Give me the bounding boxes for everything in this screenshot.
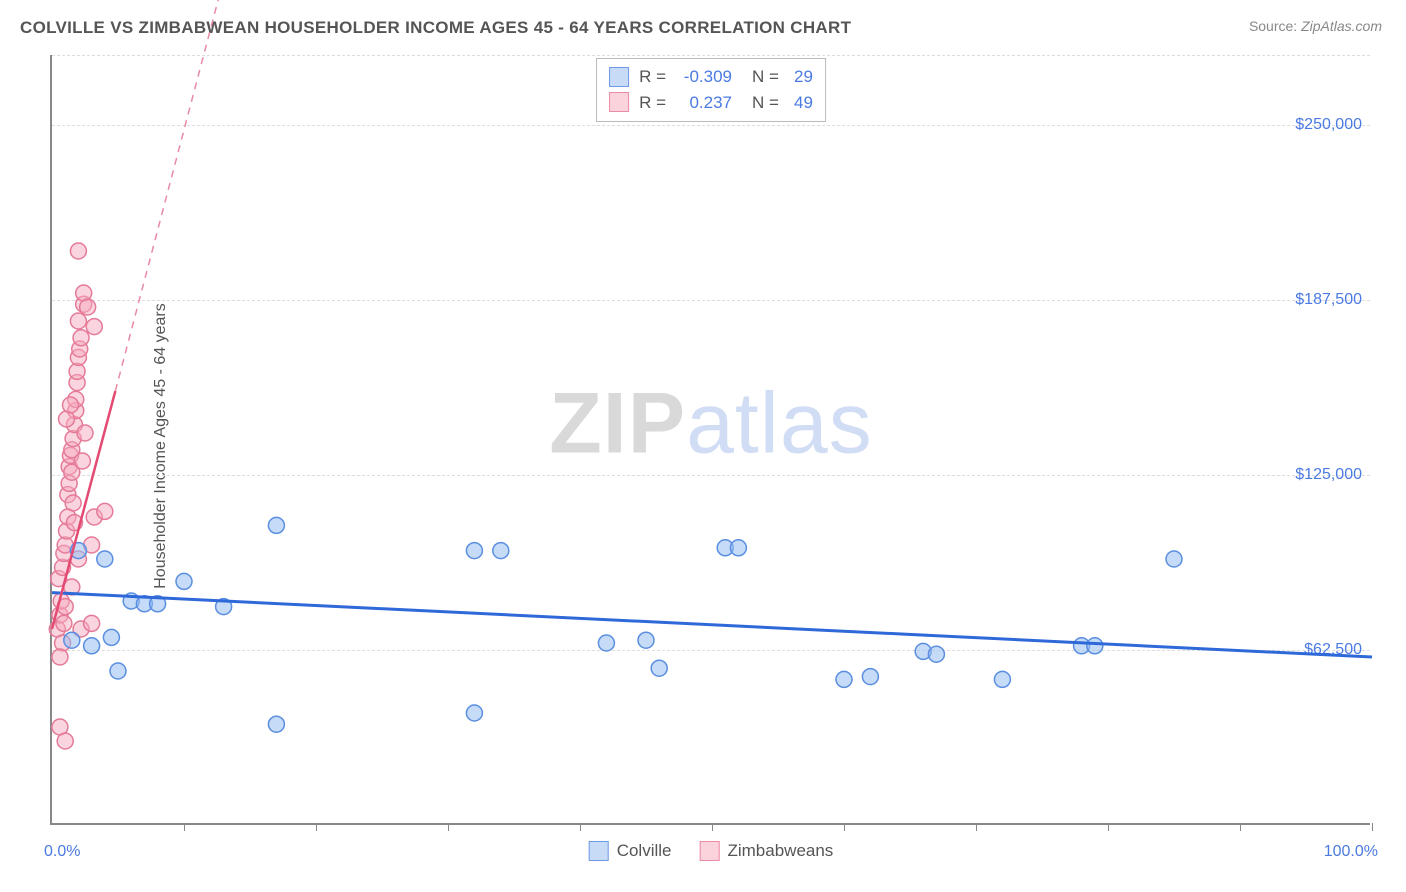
r-label-2: R = (639, 90, 666, 116)
n-value-1: 29 (789, 64, 813, 90)
x-tick (448, 823, 449, 831)
data-point (62, 397, 78, 413)
data-point (110, 663, 126, 679)
data-point (466, 705, 482, 721)
data-point (862, 669, 878, 685)
data-point (994, 671, 1010, 687)
trend-line-extension (115, 0, 236, 391)
data-point (598, 635, 614, 651)
correlation-row-2: R = 0.237 N = 49 (609, 90, 813, 116)
data-point (928, 646, 944, 662)
data-point (84, 615, 100, 631)
chart-title: COLVILLE VS ZIMBABWEAN HOUSEHOLDER INCOM… (20, 18, 851, 38)
x-tick (1108, 823, 1109, 831)
x-max-label: 100.0% (1324, 843, 1378, 861)
bottom-legend: Colville Zimbabweans (589, 841, 834, 861)
chart-container: COLVILLE VS ZIMBABWEAN HOUSEHOLDER INCOM… (0, 0, 1406, 892)
source-value: ZipAtlas.com (1301, 18, 1382, 34)
x-tick (976, 823, 977, 831)
data-point (268, 517, 284, 533)
x-tick (712, 823, 713, 831)
x-tick (1240, 823, 1241, 831)
x-tick (844, 823, 845, 831)
data-point (57, 733, 73, 749)
chart-source: Source: ZipAtlas.com (1249, 18, 1382, 34)
plot-area: ZIPatlas $62,500$125,000$187,500$250,000… (50, 55, 1370, 825)
correlation-row-1: R = -0.309 N = 29 (609, 64, 813, 90)
data-point (836, 671, 852, 687)
x-min-label: 0.0% (44, 843, 80, 861)
legend-swatch-2 (699, 841, 719, 861)
x-tick (184, 823, 185, 831)
data-point (56, 615, 72, 631)
data-point (97, 503, 113, 519)
data-point (466, 543, 482, 559)
legend-label-2: Zimbabweans (727, 841, 833, 861)
legend-item-2: Zimbabweans (699, 841, 833, 861)
r-value-2: 0.237 (676, 90, 732, 116)
data-point (1087, 638, 1103, 654)
r-value-1: -0.309 (676, 64, 732, 90)
data-point (86, 319, 102, 335)
data-point (638, 632, 654, 648)
x-tick (1372, 823, 1373, 831)
swatch-series-1 (609, 67, 629, 87)
data-point (97, 551, 113, 567)
plot-svg (52, 55, 1370, 823)
data-point (73, 330, 89, 346)
x-tick (316, 823, 317, 831)
swatch-series-2 (609, 92, 629, 112)
legend-label-1: Colville (617, 841, 672, 861)
data-point (493, 543, 509, 559)
data-point (64, 632, 80, 648)
n-value-2: 49 (789, 90, 813, 116)
source-label: Source: (1249, 18, 1297, 34)
data-point (77, 425, 93, 441)
data-point (84, 638, 100, 654)
legend-item-1: Colville (589, 841, 672, 861)
r-label-1: R = (639, 64, 666, 90)
n-label-2: N = (752, 90, 779, 116)
correlation-box: R = -0.309 N = 29 R = 0.237 N = 49 (596, 58, 826, 122)
trend-line (52, 593, 1372, 657)
data-point (52, 649, 68, 665)
data-point (103, 629, 119, 645)
data-point (268, 716, 284, 732)
data-point (65, 495, 81, 511)
data-point (651, 660, 667, 676)
data-point (80, 299, 96, 315)
data-point (176, 573, 192, 589)
n-label-1: N = (752, 64, 779, 90)
x-tick (580, 823, 581, 831)
data-point (70, 243, 86, 259)
data-point (70, 313, 86, 329)
data-point (730, 540, 746, 556)
legend-swatch-1 (589, 841, 609, 861)
data-point (1166, 551, 1182, 567)
data-point (74, 453, 90, 469)
